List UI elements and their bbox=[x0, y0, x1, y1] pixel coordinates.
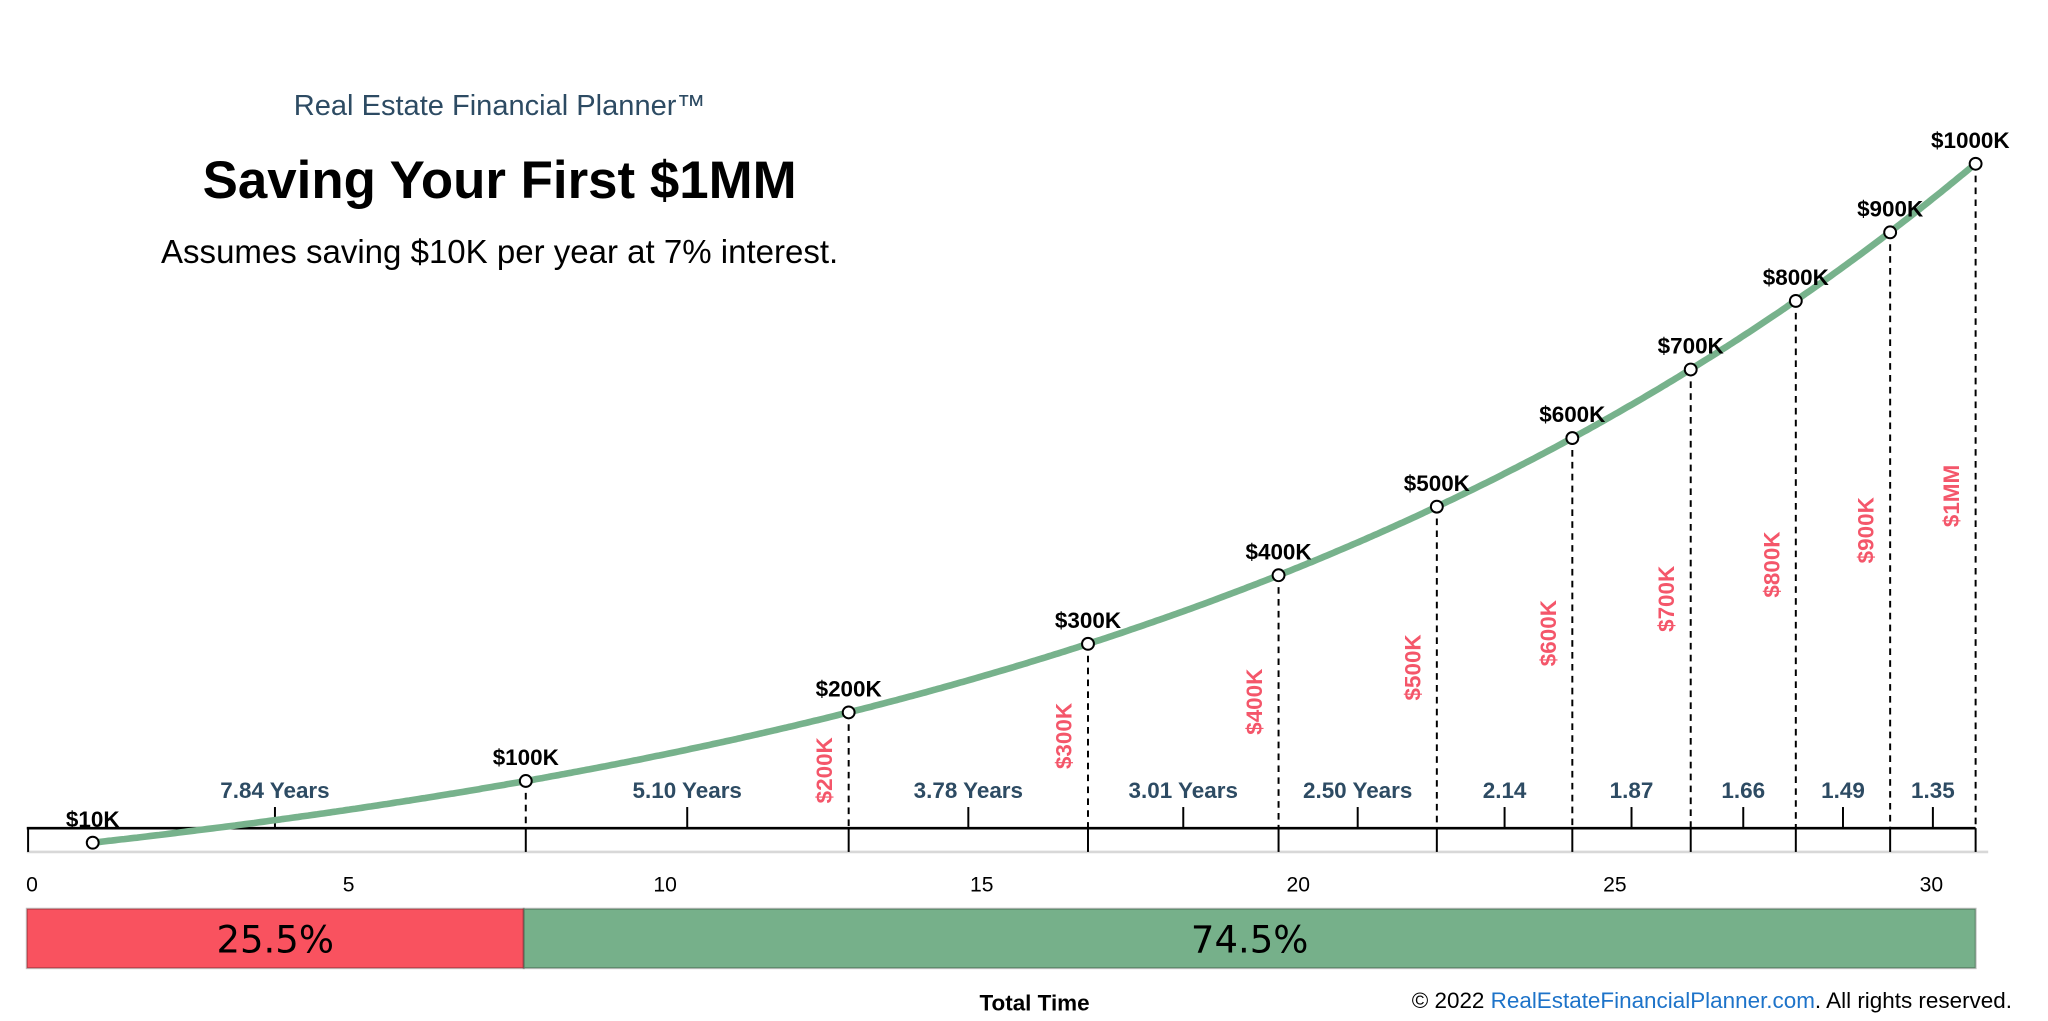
x-tick-label: 20 bbox=[1287, 874, 1311, 897]
chart-subtitle: Assumes saving $10K per year at 7% inter… bbox=[161, 233, 838, 270]
website-link[interactable]: RealEstateFinancialPlanner.com bbox=[1491, 988, 1815, 1013]
milestone-label: $900K bbox=[1857, 197, 1923, 222]
copyright: © 2022 RealEstateFinancialPlanner.com. A… bbox=[1412, 988, 2012, 1013]
milestone-vertical-label: $500K bbox=[1400, 634, 1425, 700]
milestone-label: $100K bbox=[493, 745, 559, 770]
milestone-vertical-label: $600K bbox=[1536, 600, 1561, 666]
share-label: 74.5% bbox=[1191, 918, 1308, 961]
chart-title: Saving Your First $1MM bbox=[203, 151, 797, 210]
milestone-point bbox=[1271, 568, 1286, 583]
milestone-vertical-label: $200K bbox=[812, 737, 837, 803]
x-tick-label: 30 bbox=[1920, 874, 1944, 897]
x-tick-labels: 0 5 10 15 20 25 30 bbox=[26, 874, 1943, 897]
x-tick-label: 15 bbox=[970, 874, 994, 897]
interval-label: 3.01 Years bbox=[1129, 778, 1238, 803]
milestone-vertical-label: $800K bbox=[1759, 531, 1784, 597]
milestone-label: $500K bbox=[1404, 471, 1470, 496]
interval-label: 3.78 Years bbox=[914, 778, 1023, 803]
milestone-vertical-label: $1MM bbox=[1939, 465, 1964, 527]
brand-name: Real Estate Financial Planner™ bbox=[294, 90, 706, 122]
x-tick-label: 5 bbox=[343, 874, 355, 897]
milestone-label: $800K bbox=[1763, 265, 1829, 290]
milestone-label: $400K bbox=[1245, 539, 1311, 564]
milestone-vertical-label: $700K bbox=[1654, 566, 1679, 632]
milestone-point bbox=[1081, 636, 1095, 651]
interval-label: 1.35 bbox=[1911, 778, 1955, 803]
milestone-point bbox=[1429, 499, 1444, 514]
x-axis-label: Total Time bbox=[979, 990, 1089, 1015]
milestone-point bbox=[841, 705, 856, 720]
milestone-label: $300K bbox=[1055, 608, 1121, 633]
milestone-label: $1000K bbox=[1931, 128, 2010, 153]
milestone-vertical-label: $900K bbox=[1854, 497, 1879, 563]
dashed-guides bbox=[524, 163, 1977, 829]
share-bar: 25.5% 74.5% bbox=[25, 907, 1977, 970]
milestone-vertical-label: $300K bbox=[1051, 703, 1076, 769]
interval-label: 2.14 bbox=[1483, 778, 1527, 803]
milestone-point bbox=[1683, 362, 1698, 377]
interval-brace: 7.84 Years 5.10 Years 3.78 Years 3.01 Years… bbox=[26, 778, 1977, 852]
milestone-label: $10K bbox=[66, 807, 120, 832]
milestone-label: $600K bbox=[1539, 402, 1605, 427]
savings-curve bbox=[92, 160, 1978, 846]
share-segment bbox=[25, 907, 525, 970]
milestone-point bbox=[85, 835, 100, 850]
milestone-point bbox=[1968, 156, 1983, 171]
milestone-point bbox=[1883, 225, 1898, 240]
interval-label: 5.10 Years bbox=[633, 778, 742, 803]
share-segment bbox=[522, 907, 1977, 970]
milestone-point bbox=[518, 774, 533, 788]
copyright-prefix: © 2022 bbox=[1412, 988, 1491, 1013]
interval-label: 2.50 Years bbox=[1303, 778, 1412, 803]
x-tick-label: 0 bbox=[26, 874, 38, 897]
interval-label: 7.84 Years bbox=[220, 778, 329, 803]
share-label: 25.5% bbox=[217, 918, 334, 961]
x-tick-label: 10 bbox=[653, 874, 677, 897]
milestone-label: $200K bbox=[816, 677, 882, 702]
interval-label: 1.87 bbox=[1610, 778, 1654, 803]
milestone-label: $700K bbox=[1658, 334, 1724, 359]
milestone-points: $10K $100K $200K $200K $300K $300K $400K $400K $… bbox=[66, 128, 2010, 850]
interval-label: 1.66 bbox=[1721, 778, 1765, 803]
copyright-suffix: . All rights reserved. bbox=[1815, 988, 2012, 1013]
milestone-vertical-label: $400K bbox=[1242, 669, 1267, 735]
x-tick-label: 25 bbox=[1603, 874, 1627, 897]
interval-label: 1.49 bbox=[1821, 778, 1865, 803]
milestone-point bbox=[1788, 294, 1803, 308]
milestone-point bbox=[1565, 431, 1580, 446]
